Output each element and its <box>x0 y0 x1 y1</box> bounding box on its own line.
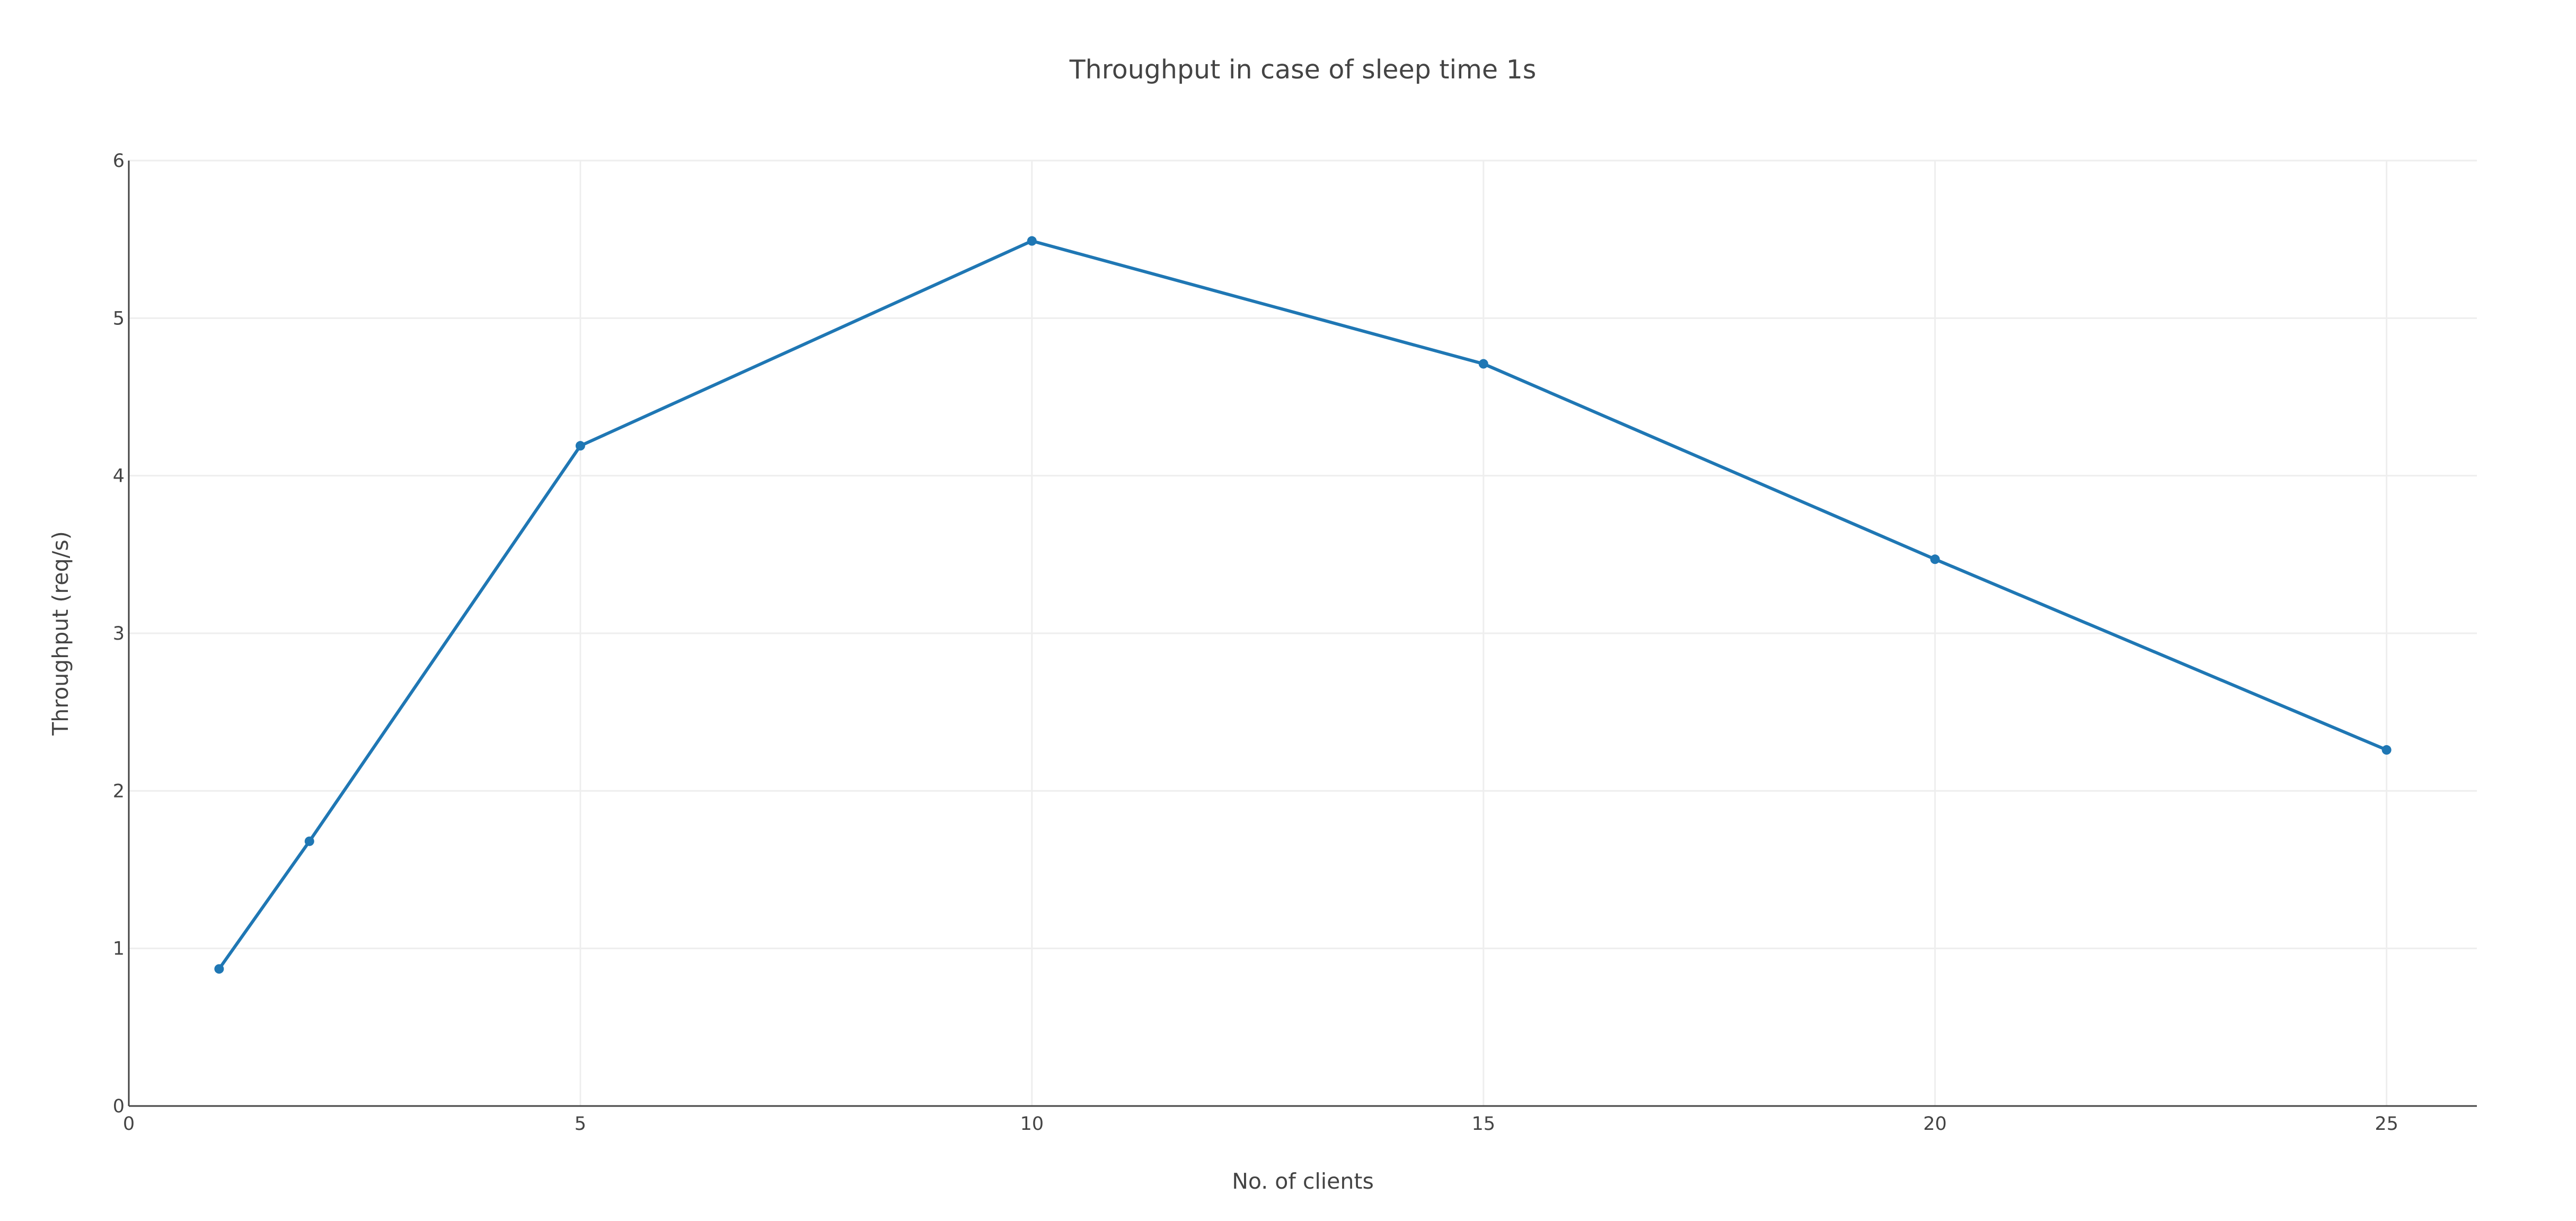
y-tick-label: 4 <box>113 466 125 487</box>
y-tick-label: 6 <box>113 151 125 172</box>
gridlines <box>129 160 2477 1106</box>
x-tick-label: 5 <box>575 1113 586 1135</box>
data-point[interactable] <box>1027 236 1037 246</box>
x-axis-title: No. of clients <box>1232 1169 1374 1194</box>
y-tick-label: 1 <box>113 939 125 960</box>
y-tick-label: 0 <box>113 1096 125 1117</box>
series-layer <box>214 236 2392 974</box>
chart-title: Throughput in case of sleep time 1s <box>1069 55 1537 85</box>
x-tick-label: 10 <box>1020 1113 1044 1135</box>
data-point[interactable] <box>214 964 224 974</box>
series-line <box>217 239 2387 970</box>
x-tick-label: 25 <box>2375 1113 2398 1135</box>
data-point[interactable] <box>1930 554 1940 564</box>
data-point[interactable] <box>2381 745 2392 755</box>
x-tick-label: 0 <box>123 1113 135 1135</box>
axes <box>128 161 2477 1107</box>
y-tick-label: 2 <box>113 781 125 802</box>
x-tick-label: 15 <box>1471 1113 1495 1135</box>
x-tick-label: 20 <box>1923 1113 1947 1135</box>
y-axis-title: Throughput (req/s) <box>48 531 73 736</box>
data-point[interactable] <box>304 836 314 846</box>
data-point[interactable] <box>1478 359 1488 369</box>
data-point[interactable] <box>575 441 585 451</box>
tick-labels: 0 5 10 15 20 25 0 1 2 3 4 5 6 <box>113 151 2398 1135</box>
y-tick-label: 3 <box>113 623 125 644</box>
y-tick-label: 5 <box>113 308 125 329</box>
